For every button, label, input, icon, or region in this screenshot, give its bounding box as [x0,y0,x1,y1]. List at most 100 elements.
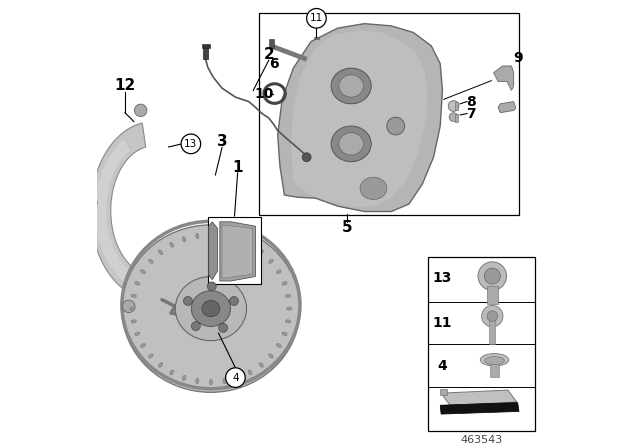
Polygon shape [493,66,514,90]
Polygon shape [441,390,516,405]
Circle shape [219,323,228,332]
Ellipse shape [191,291,230,327]
Bar [259,13,519,215]
Circle shape [482,306,503,327]
Text: 1: 1 [232,159,243,175]
Circle shape [84,197,97,209]
Ellipse shape [159,363,163,367]
Text: 10: 10 [254,86,273,100]
Ellipse shape [331,68,371,104]
Ellipse shape [175,276,246,340]
Ellipse shape [223,379,226,384]
Polygon shape [91,123,212,300]
Ellipse shape [122,225,300,392]
Ellipse shape [236,237,239,242]
Ellipse shape [269,354,273,358]
Ellipse shape [285,320,291,323]
Bar [202,44,209,48]
Circle shape [302,153,311,162]
Text: 9: 9 [513,52,523,65]
Polygon shape [440,403,519,414]
Text: 12: 12 [115,78,136,94]
Ellipse shape [282,282,287,285]
Bar [204,46,208,59]
Bar [208,217,261,284]
Circle shape [184,297,193,306]
Ellipse shape [276,270,281,274]
Bar [487,286,498,304]
Polygon shape [222,225,252,278]
Ellipse shape [331,126,371,162]
Ellipse shape [148,259,153,263]
Text: 8: 8 [467,95,476,108]
Ellipse shape [236,375,239,380]
Ellipse shape [209,232,212,237]
Circle shape [449,113,458,121]
Text: 2: 2 [264,47,274,62]
Ellipse shape [484,357,504,365]
Circle shape [122,300,135,313]
Circle shape [191,322,200,331]
Circle shape [230,297,238,306]
Text: 7: 7 [467,107,476,121]
Bar [490,363,499,377]
Bar [428,258,536,431]
Circle shape [307,9,326,28]
Polygon shape [209,222,218,280]
Ellipse shape [339,133,364,155]
Ellipse shape [202,301,220,317]
Ellipse shape [182,375,186,380]
Ellipse shape [170,242,173,247]
Ellipse shape [259,363,264,367]
Circle shape [448,101,459,112]
Polygon shape [220,222,255,281]
Ellipse shape [131,294,136,297]
Ellipse shape [130,307,135,310]
Polygon shape [498,102,516,113]
Ellipse shape [248,370,252,375]
Text: 4: 4 [437,359,447,374]
Ellipse shape [209,379,212,385]
Bar [455,102,458,111]
Ellipse shape [196,379,199,384]
Ellipse shape [248,242,252,247]
Ellipse shape [182,237,186,242]
Circle shape [134,104,147,116]
Bar [269,39,274,47]
Circle shape [487,311,498,322]
Ellipse shape [131,320,136,323]
Bar [314,37,319,39]
Ellipse shape [360,177,387,199]
Text: 11: 11 [310,13,323,23]
Bar [440,389,447,395]
Ellipse shape [141,270,145,274]
Text: 3: 3 [217,134,227,149]
Circle shape [484,268,500,284]
Ellipse shape [339,75,364,97]
Text: 463543: 463543 [461,435,503,445]
Text: 4: 4 [232,373,239,383]
Polygon shape [95,139,197,293]
Ellipse shape [480,353,509,366]
Text: 13: 13 [432,271,452,285]
Text: 13: 13 [184,139,198,149]
Circle shape [181,134,201,154]
Ellipse shape [135,332,140,336]
Ellipse shape [170,370,173,375]
Ellipse shape [282,332,287,336]
Circle shape [478,262,506,290]
Ellipse shape [276,344,281,347]
Ellipse shape [285,294,291,297]
Ellipse shape [159,250,163,254]
Ellipse shape [223,233,226,239]
Ellipse shape [259,250,264,254]
Ellipse shape [135,282,140,285]
Polygon shape [278,24,442,211]
Circle shape [207,282,216,291]
Ellipse shape [148,354,153,358]
Ellipse shape [196,233,199,239]
Text: 6: 6 [269,57,279,71]
Bar [489,320,495,344]
Bar [455,115,458,121]
Text: 5: 5 [341,220,352,235]
